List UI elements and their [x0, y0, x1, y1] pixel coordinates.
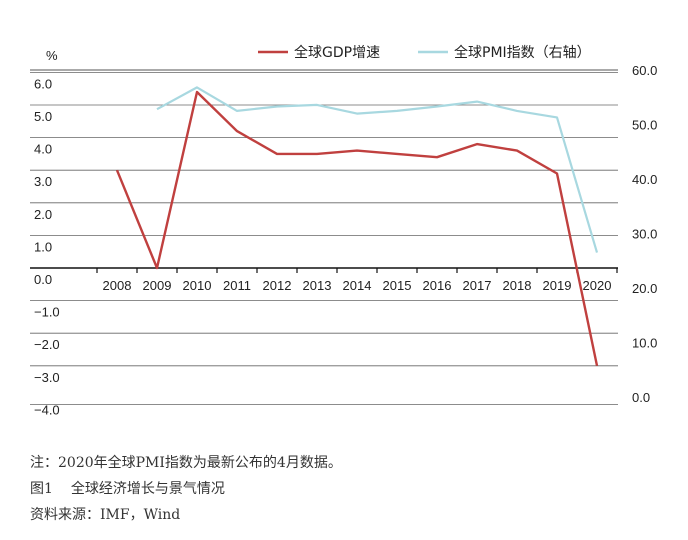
- x-axis: 2008 2009 2010 2011 2012 2013 2014 2015 2016 2017…: [30, 267, 618, 293]
- y-left-tick-label: 5.0: [34, 109, 52, 124]
- y-left-tick-label: −2.0: [34, 337, 60, 352]
- y-axis-right: 60.0 50.0 40.0 30.0 20.0 10.0 0.0: [632, 63, 657, 405]
- y-right-tick-label: 40.0: [632, 172, 657, 187]
- legend: 全球GDP增速 全球PMI指数（右轴）: [258, 44, 591, 61]
- source-note: 资料来源：IMF，Wind: [30, 507, 181, 523]
- x-tick-label: 2012: [263, 278, 292, 293]
- y-left-tick-label: 6.0: [34, 76, 52, 91]
- y-left-tick-label: 1.0: [34, 239, 52, 254]
- y-right-tick-label: 20.0: [632, 281, 657, 296]
- grid-lines: [30, 69, 618, 405]
- x-tick-label: 2020: [583, 278, 612, 293]
- y-right-tick-label: 30.0: [632, 227, 657, 242]
- y-right-tick-label: 50.0: [632, 118, 657, 133]
- pmi-series-line: [156, 86, 599, 253]
- x-tick-label: 2016: [423, 278, 452, 293]
- x-tick-label: 2011: [223, 278, 251, 293]
- x-tick-label: 2017: [463, 278, 492, 293]
- legend-pmi: 全球PMI指数（右轴）: [418, 44, 591, 61]
- y-left-tick-label: 4.0: [34, 142, 52, 157]
- y-axis-left: 6.0 5.0 4.0 3.0 2.0 1.0 0.0 −1.0 −2.0 −3.0 −4.0: [34, 76, 60, 417]
- y-unit-label: %: [46, 48, 58, 63]
- x-tick-label: 2018: [503, 278, 532, 293]
- gdp-series-line: [115, 90, 599, 367]
- x-tick-label: 2019: [543, 278, 572, 293]
- y-left-tick-label: −3.0: [34, 370, 60, 385]
- legend-label: 全球PMI指数（右轴）: [454, 44, 591, 61]
- y-right-tick-label: 10.0: [632, 336, 657, 351]
- x-tick-label: 2009: [143, 278, 172, 293]
- notes: 注：2020年全球PMI指数为最新公布的4月数据。 图1 全球经济增长与景气情况 …: [30, 450, 342, 528]
- figure-title: 全球经济增长与景气情况: [70, 481, 225, 497]
- y-left-tick-label: −4.0: [34, 402, 60, 417]
- x-tick-label: 2008: [103, 278, 132, 293]
- x-tick-label: 2013: [303, 278, 332, 293]
- figure-label: 图1: [30, 481, 53, 497]
- y-left-tick-label: 0.0: [34, 272, 52, 287]
- legend-gdp: 全球GDP增速: [258, 44, 380, 61]
- chart-note: 注：2020年全球PMI指数为最新公布的4月数据。: [30, 455, 342, 471]
- x-tick-label: 2014: [343, 278, 372, 293]
- x-tick-label: 2010: [183, 278, 212, 293]
- x-tick-label: 2015: [383, 278, 412, 293]
- y-right-tick-label: 60.0: [632, 63, 657, 78]
- figure-caption: 图1 全球经济增长与景气情况: [30, 476, 342, 502]
- series-lines: [115, 86, 599, 367]
- legend-label: 全球GDP增速: [294, 44, 380, 61]
- chart: 2008 2009 2010 2011 2012 2013 2014 2015 2016 2017…: [30, 44, 657, 417]
- y-left-tick-label: 3.0: [34, 174, 52, 189]
- y-left-tick-label: 2.0: [34, 207, 52, 222]
- y-right-tick-label: 0.0: [632, 390, 650, 405]
- y-left-tick-label: −1.0: [34, 305, 60, 320]
